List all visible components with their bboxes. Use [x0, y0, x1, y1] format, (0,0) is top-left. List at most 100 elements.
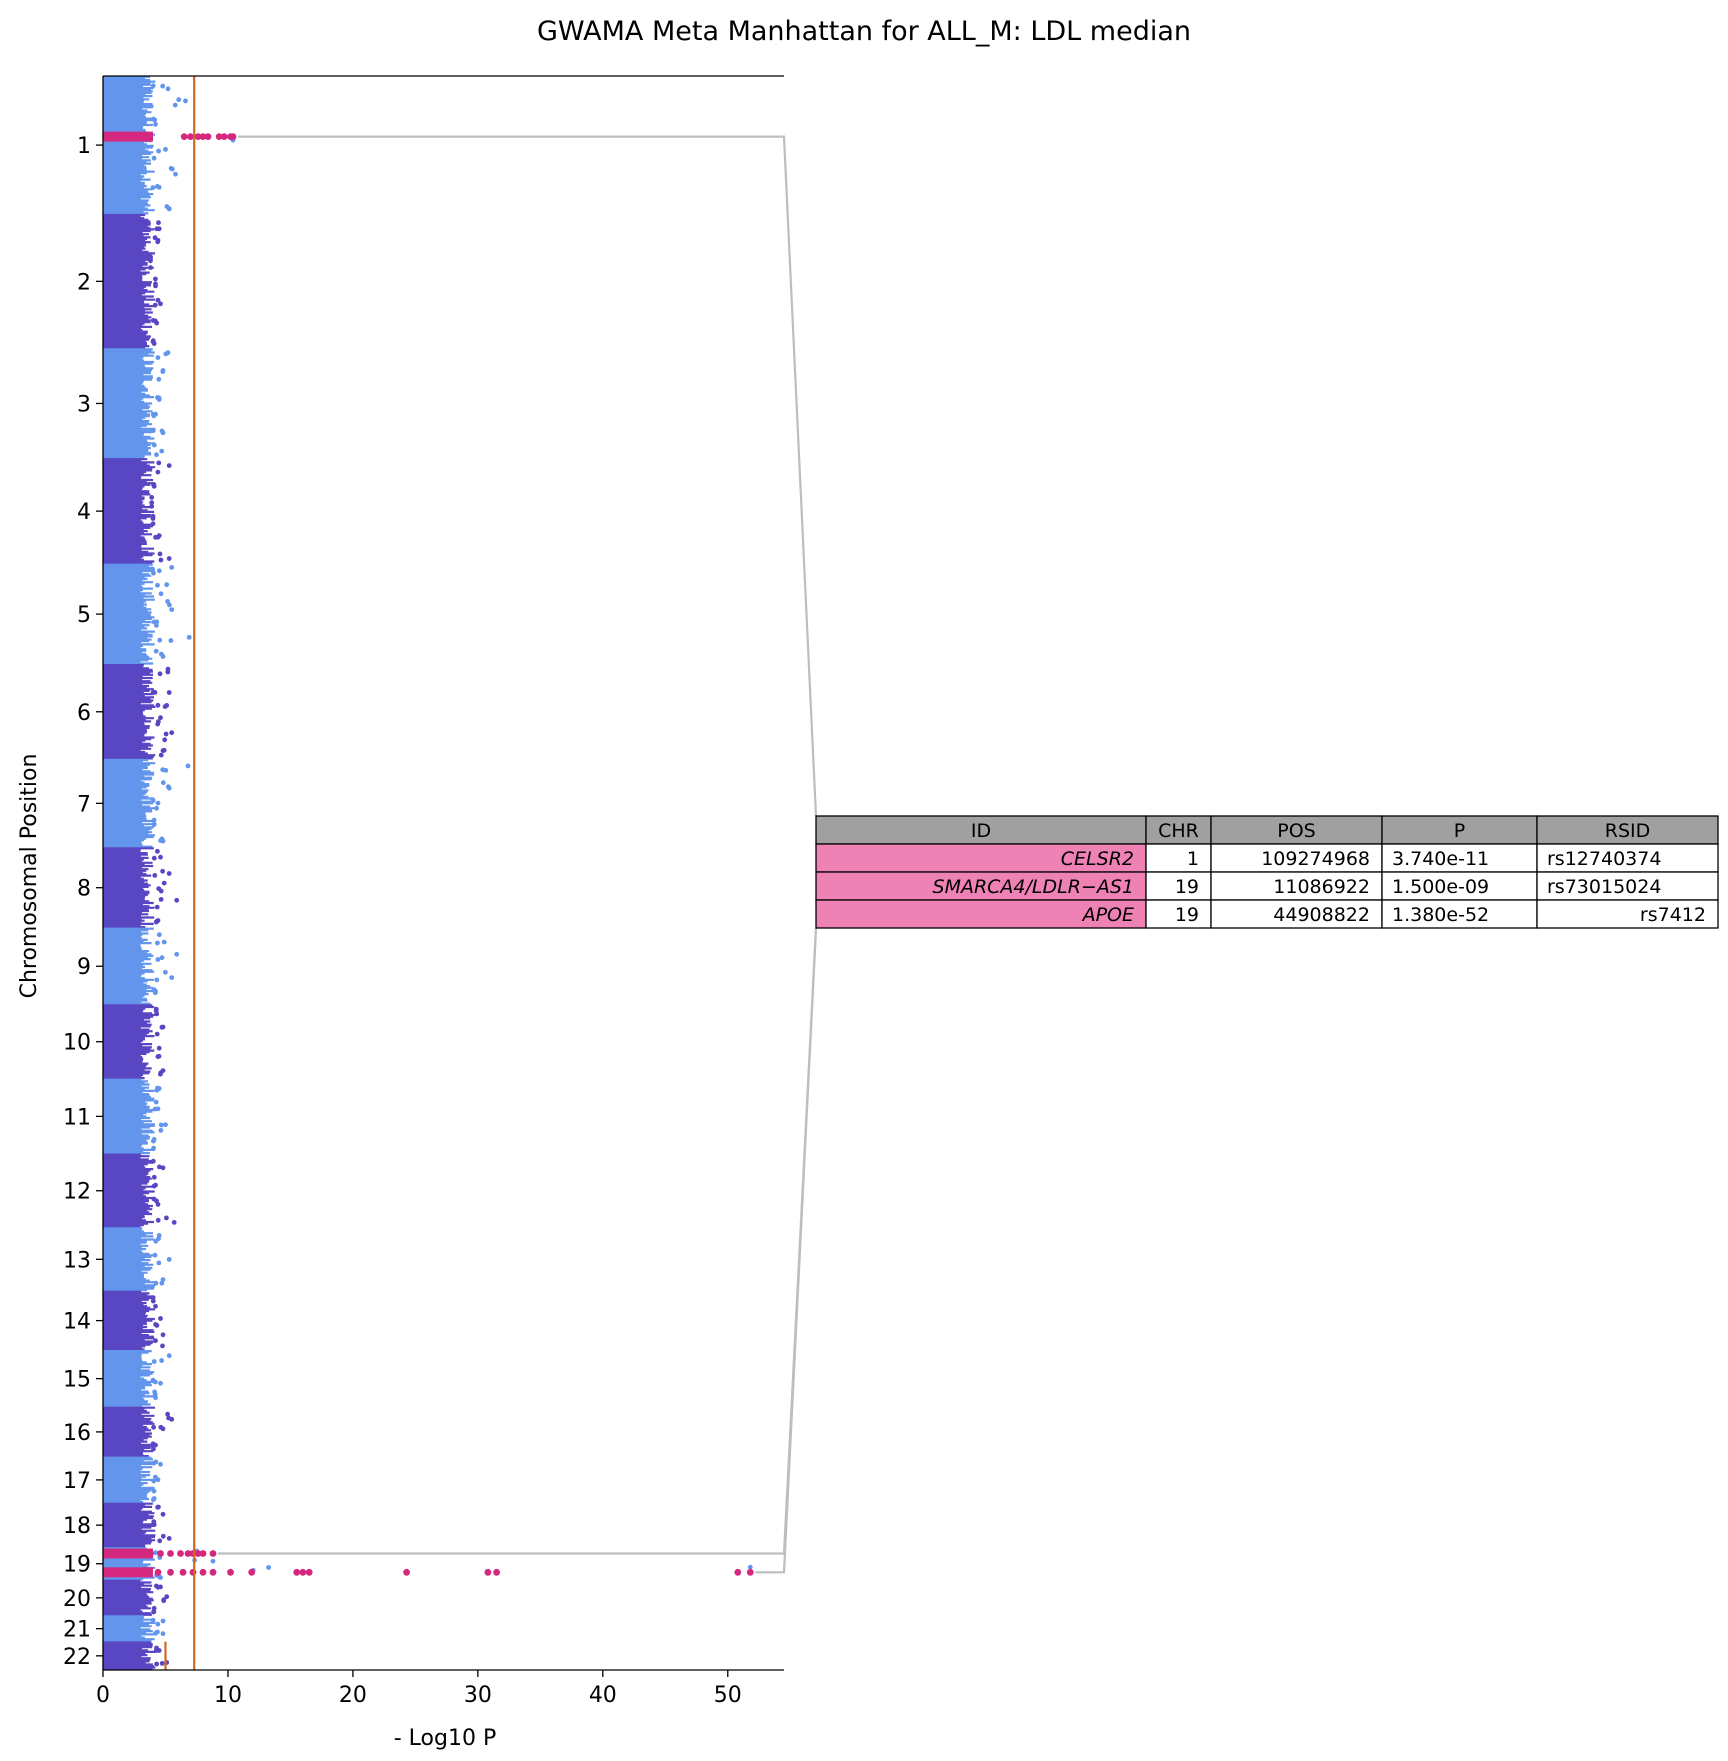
table-cell	[1145, 899, 1212, 929]
snp-point	[159, 1358, 165, 1363]
snp-point	[153, 121, 158, 127]
snp-point	[152, 690, 158, 695]
snp-point	[158, 1461, 163, 1467]
snp-point	[166, 1536, 172, 1541]
snp-point	[155, 1085, 160, 1091]
snp-point	[155, 297, 161, 303]
table-cell-text: rs12740374	[1547, 848, 1661, 870]
snp-point	[150, 428, 156, 433]
snp-point	[155, 355, 161, 360]
highlight-point	[154, 1568, 162, 1576]
table-cell-text: 11086922	[1273, 876, 1370, 898]
connector-line	[755, 927, 818, 1574]
snp-point	[152, 1389, 158, 1395]
snp-point	[151, 413, 157, 419]
snp-point	[150, 1298, 156, 1304]
snp-point	[150, 1497, 156, 1503]
table-cell	[1210, 899, 1383, 929]
snp-point	[174, 897, 180, 903]
y-tick-label: 15	[63, 1368, 91, 1393]
highlight-point	[220, 133, 228, 141]
highlight-point	[122, 133, 129, 141]
snp-point	[151, 1138, 156, 1144]
table-cell	[815, 899, 1147, 929]
connector-line	[218, 927, 818, 1555]
snp-point	[176, 97, 182, 103]
data-points	[103, 75, 753, 1671]
snp-point	[166, 871, 172, 876]
snp-point	[164, 1215, 169, 1221]
snp-point	[151, 1446, 156, 1452]
snp-point	[157, 551, 163, 557]
snp-point	[160, 780, 166, 786]
snp-point	[158, 1380, 163, 1386]
snp-point	[158, 301, 163, 307]
highlight-point	[187, 133, 194, 141]
snp-point	[156, 1053, 162, 1059]
chromosome-band-2	[103, 213, 156, 349]
snp-point	[151, 155, 157, 161]
chromosome-band-17	[103, 1456, 155, 1504]
highlight-point	[157, 1550, 164, 1557]
snp-point	[266, 1565, 271, 1570]
snp-point	[210, 1558, 216, 1564]
y-tick-label: 16	[63, 1421, 91, 1446]
snp-point	[151, 482, 157, 487]
snp-point	[156, 460, 162, 466]
table-cell-text: APOE	[1081, 904, 1134, 926]
highlight-point	[199, 1550, 207, 1557]
snp-point	[155, 940, 160, 946]
snp-point	[152, 1252, 158, 1258]
snp-point	[155, 702, 161, 708]
snp-point	[150, 1158, 156, 1164]
snp-point	[173, 171, 178, 177]
snp-point	[162, 704, 168, 709]
table-connectors	[218, 135, 818, 1574]
highlight-point	[734, 1568, 742, 1576]
snp-point	[151, 619, 157, 625]
snp-point	[163, 1122, 168, 1128]
table-cell-text: rs73015024	[1547, 876, 1661, 898]
snp-point	[158, 715, 163, 721]
snp-point	[160, 1165, 166, 1171]
snp-point	[155, 184, 160, 189]
highlight-point	[199, 1568, 207, 1576]
table-cell-text: SMARCA4/LDLR−AS1	[933, 876, 1134, 898]
y-tick-label: 8	[77, 877, 91, 902]
snp-point	[171, 1220, 177, 1225]
snp-point	[152, 873, 158, 878]
highlight-point	[105, 1568, 113, 1576]
snp-point	[154, 805, 160, 811]
chromosome-band-15	[103, 1350, 155, 1408]
highlight-point	[167, 1568, 174, 1576]
snp-point	[151, 1478, 157, 1484]
highlight-point	[194, 1550, 202, 1557]
snp-point	[161, 1597, 167, 1603]
table-header-cell	[1536, 815, 1719, 845]
snp-point	[166, 556, 172, 561]
highlight-point	[299, 1568, 307, 1576]
x-axis-ticks: 0 10 20 30 40 50	[96, 1670, 742, 1708]
snp-point	[150, 521, 156, 527]
snp-point	[151, 570, 156, 576]
snp-point	[153, 1280, 159, 1286]
snp-point	[150, 513, 156, 519]
highlight-point	[209, 1568, 217, 1576]
snp-point	[153, 281, 158, 287]
table-cell-text: 19	[1175, 876, 1199, 898]
highlight-point	[305, 1568, 313, 1576]
snp-point	[164, 1594, 170, 1600]
highlight-point	[189, 1568, 197, 1576]
snp-point	[159, 1024, 165, 1030]
snp-point	[169, 565, 175, 570]
snp-point	[153, 1338, 158, 1344]
highlight-point	[403, 1568, 410, 1576]
snp-point	[155, 239, 161, 245]
snp-point	[151, 1424, 157, 1430]
snp-point	[183, 98, 188, 104]
snp-point	[169, 607, 175, 612]
highlight-point	[177, 1550, 184, 1557]
snp-point	[151, 1196, 157, 1202]
snp-point	[155, 800, 161, 806]
snp-point	[155, 957, 161, 962]
